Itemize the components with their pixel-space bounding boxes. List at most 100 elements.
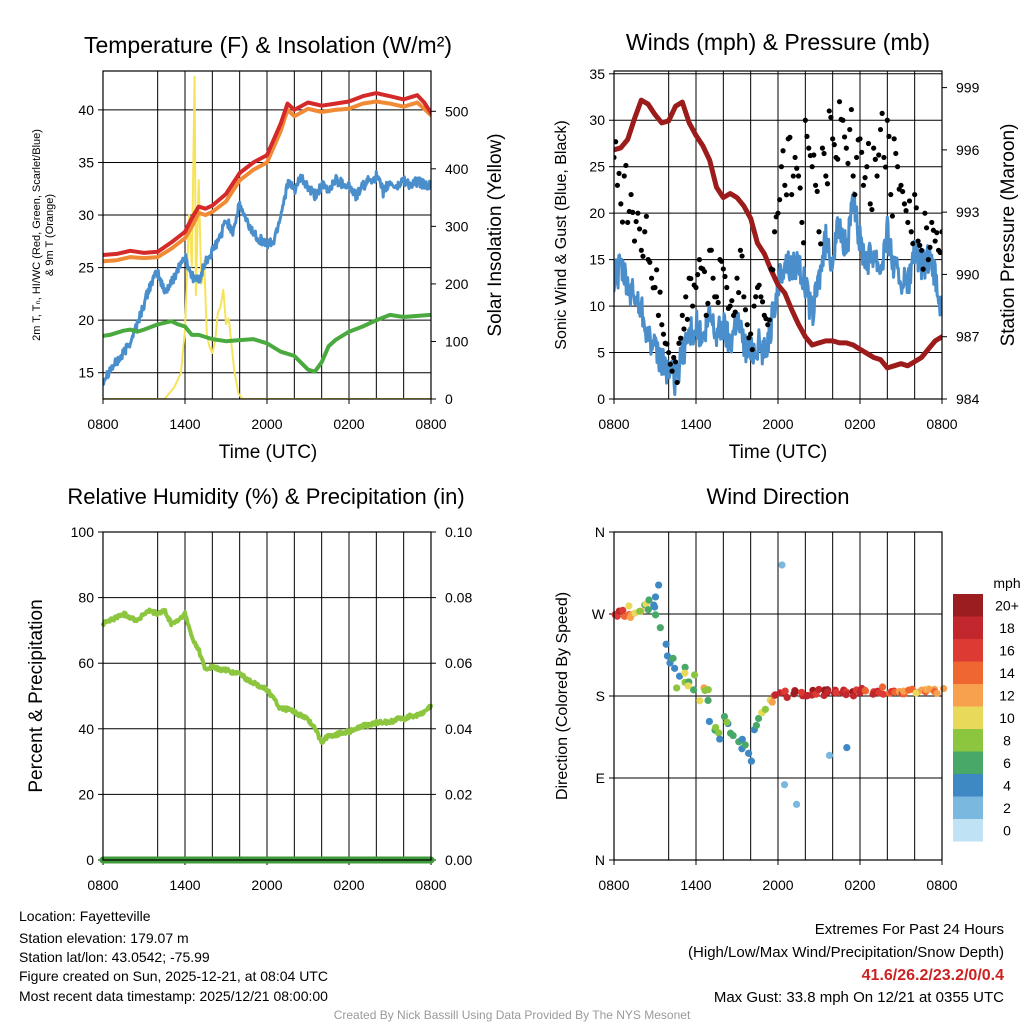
temp-grid — [102, 71, 432, 399]
gust-point — [657, 289, 663, 295]
colorbar-swatch — [953, 819, 983, 842]
colorbar-label: 20+ — [995, 597, 1019, 613]
gust-point — [758, 294, 764, 300]
gust-point — [633, 218, 639, 225]
rh-y2tick-label: 0.02 — [445, 786, 472, 802]
wind-direction-point — [752, 721, 761, 730]
colorbar-label: 0 — [1003, 822, 1011, 838]
gust-point — [708, 247, 714, 253]
gust-point — [642, 229, 648, 235]
temp-y2tick-label: 500 — [445, 103, 469, 119]
gust-point — [898, 182, 904, 188]
gust-point — [677, 335, 684, 341]
gust-point — [934, 230, 940, 236]
rh-y2tick-label: 0.04 — [445, 721, 472, 737]
gust-point — [715, 299, 721, 306]
gust-point — [751, 303, 757, 309]
rh-ylabel: Percent & Precipitation — [26, 599, 47, 792]
station-pressure-line — [614, 97, 942, 371]
gust-point — [660, 331, 667, 337]
gust-point — [614, 154, 617, 161]
wind-direction-panel: Wind Direction N E S W N 0800 1400 2000 0200 0800… — [554, 484, 1021, 893]
gust-point — [766, 317, 772, 323]
gust-point — [819, 145, 826, 151]
wind-direction-point — [650, 601, 658, 609]
station-location: Location: Fayetteville — [19, 908, 151, 924]
temp-ytick-label: 35 — [78, 154, 94, 170]
wind-direction-point — [912, 689, 920, 697]
gust-point — [630, 209, 636, 215]
wind-direction-point — [655, 581, 663, 589]
gust-point — [705, 300, 711, 306]
wind-y2tick-label: 990 — [956, 266, 980, 282]
gust-point — [823, 173, 829, 179]
rh-title: Relative Humidity (%) & Precipitation (i… — [67, 484, 464, 509]
gust-point — [865, 140, 872, 147]
gust-point — [816, 229, 822, 235]
extremes-summary: Extremes For Past 24 Hours (High/Low/Max… — [688, 921, 1004, 1006]
gust-point — [908, 229, 914, 235]
extremes-title: Extremes For Past 24 Hours — [815, 921, 1004, 938]
gust-point — [859, 149, 865, 155]
temp-xtick-label: 0200 — [333, 416, 364, 432]
temp-ytick-label: 20 — [78, 312, 94, 328]
gust-point — [732, 309, 738, 315]
temp-xtick-label: 0800 — [415, 416, 446, 432]
gust-point — [771, 229, 778, 235]
colorbar-label: 16 — [999, 642, 1015, 658]
wind-direction-point — [797, 688, 806, 696]
wind-direction-point — [690, 671, 699, 679]
gust-point — [722, 273, 728, 280]
gust-point — [616, 170, 622, 177]
temperature-xlabel: Time (UTC) — [219, 442, 318, 463]
temperature-ylabel-line2: & 9m T (Orange) — [44, 194, 56, 276]
gust-point — [736, 289, 742, 296]
rh-xtick-label: 2000 — [251, 877, 282, 893]
rh-xtick-label: 0200 — [333, 877, 364, 893]
gust-point — [877, 126, 884, 133]
temp-y2tick-label: 100 — [445, 333, 469, 349]
wind-direction-point — [723, 718, 731, 726]
colorbar-swatch — [953, 751, 983, 774]
colorbar-swatch — [953, 684, 983, 707]
wdir-ytick-label: N — [595, 852, 605, 868]
rh-plot: 0 20 40 60 80 100 0.00 0.02 0.04 0.06 0.08 0.10 0800… — [71, 524, 473, 893]
rh-ytick-label: 100 — [71, 524, 95, 540]
gust-point — [729, 298, 735, 304]
gust-point — [806, 145, 812, 151]
gust-point — [881, 154, 887, 161]
wind-direction-point — [671, 664, 679, 672]
colorbar-label: 10 — [999, 710, 1015, 726]
gust-point — [664, 341, 670, 347]
wind-direction-point — [690, 686, 698, 694]
insolation-line — [103, 75, 431, 399]
wind-direction-point — [696, 697, 704, 705]
gust-point — [831, 142, 837, 148]
rh-y2tick-label: 0.10 — [445, 524, 472, 540]
gust-point — [927, 244, 933, 250]
gust-point — [918, 247, 925, 253]
gust-point — [676, 340, 682, 346]
gust-point — [811, 152, 817, 158]
gust-point — [623, 162, 629, 169]
wdir-xtick-label: 0800 — [926, 877, 957, 893]
temp-ytick-label: 40 — [78, 102, 94, 118]
gust-point — [643, 213, 649, 219]
gust-point — [843, 145, 849, 151]
wind-ylabel: Sonic Wind & Gust (Blue, Black) — [553, 120, 570, 349]
wind-xtick-label: 2000 — [762, 416, 793, 432]
wdir-xtick-label: 0800 — [598, 877, 629, 893]
gust-point — [792, 154, 798, 161]
gust-point — [638, 247, 644, 253]
insolation-ylabel: Solar Insolation (Yellow) — [485, 133, 506, 336]
wind-direction-point — [792, 800, 801, 808]
gust-point — [689, 303, 696, 309]
gust-point — [797, 185, 803, 191]
wind-direction-point — [849, 692, 858, 700]
colorbar-label: 6 — [1003, 755, 1011, 771]
gust-point — [688, 275, 694, 282]
temp-axes-border — [102, 70, 432, 400]
gust-point — [741, 294, 747, 300]
